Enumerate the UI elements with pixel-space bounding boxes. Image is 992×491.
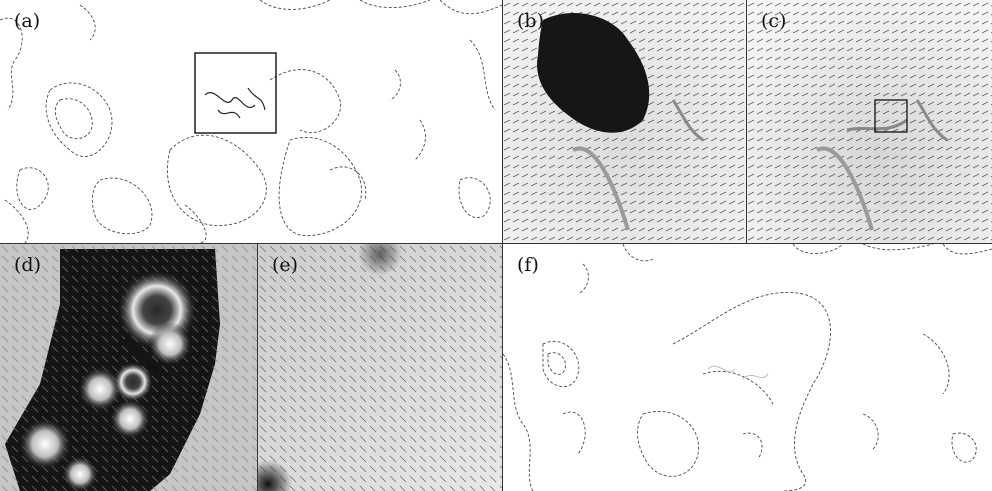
panel-d: (d) bbox=[0, 244, 257, 491]
divider-vertical-top-right bbox=[746, 0, 747, 243]
divider-vertical-main bbox=[502, 0, 503, 491]
panel-label-d: (d) bbox=[14, 254, 41, 276]
divider-vertical-bottom-left bbox=[257, 243, 258, 491]
panel-e-vector-field bbox=[258, 244, 502, 491]
panel-c-vector-field bbox=[747, 0, 992, 243]
panel-label-b: (b) bbox=[517, 10, 544, 32]
panel-b: (b) bbox=[503, 0, 746, 243]
panel-label-f: (f) bbox=[517, 254, 539, 276]
panel-label-c: (c) bbox=[761, 10, 787, 32]
panel-e: (e) bbox=[258, 244, 502, 491]
panel-b-vector-field bbox=[503, 0, 746, 243]
zoom-box bbox=[194, 52, 277, 134]
panel-a-contour-map bbox=[0, 0, 502, 243]
panel-d-zoom-field bbox=[0, 244, 257, 491]
panel-a: (a) bbox=[0, 0, 502, 243]
zoom-box-small bbox=[874, 99, 908, 133]
panel-f-contour-map bbox=[503, 244, 992, 491]
panel-label-e: (e) bbox=[272, 254, 299, 276]
panel-f: (f) bbox=[503, 244, 992, 491]
panel-label-a: (a) bbox=[14, 10, 41, 32]
panel-c: (c) bbox=[747, 0, 992, 243]
motion-arrow bbox=[124, 338, 160, 374]
divider-horizontal bbox=[0, 243, 992, 244]
